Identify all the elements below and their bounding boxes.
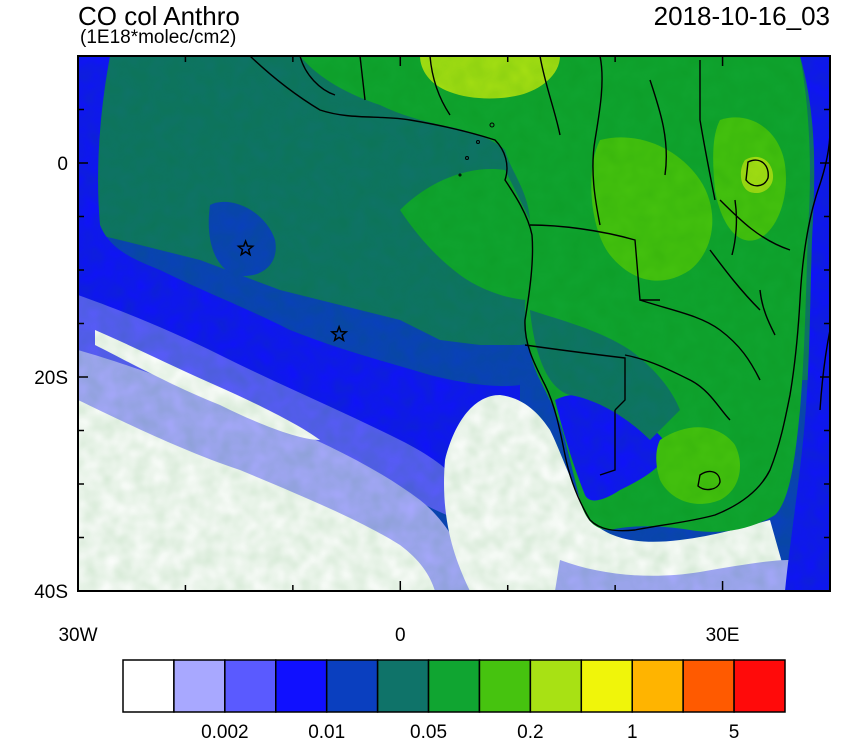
colorbar-box [224, 659, 277, 713]
colorbar-label: 0.2 [517, 722, 543, 743]
lake-2 [759, 289, 776, 336]
lon-tick-label: 30W [58, 625, 97, 646]
colorbar-box [682, 659, 735, 713]
border-4 [699, 60, 716, 201]
lat-tick-label: 40S [34, 582, 68, 603]
lon-tick-label: 0 [395, 625, 406, 646]
border-12 [299, 56, 336, 96]
colorbar-box [325, 659, 379, 713]
axis-ticks [77, 55, 831, 592]
colorbar-box [733, 659, 786, 713]
lake-1 [731, 199, 738, 256]
plot-title: CO col Anthro [78, 1, 240, 31]
border-3 [649, 79, 668, 176]
border-8 [624, 354, 731, 421]
axis-tick-labels: 0 20S 40S 30W 0 30E [34, 154, 739, 646]
border-11 [709, 249, 761, 311]
star-marker-icon [236, 239, 255, 257]
plot-date: 2018-10-16_03 [653, 1, 830, 31]
border-2 [592, 56, 603, 226]
border-1 [539, 56, 561, 136]
station-markers [236, 239, 349, 343]
colorbar-box [122, 659, 175, 713]
colorbar-box [478, 659, 532, 713]
island-1 [489, 122, 495, 128]
coastlines [249, 56, 830, 532]
map-field [78, 56, 830, 591]
colorbar: 0.002 0.01 0.05 0.2 1 5 [122, 659, 786, 743]
border-9 [639, 299, 761, 381]
colorbar-box [376, 659, 430, 713]
colorbar-label: 0.002 [201, 722, 249, 743]
field-texture [78, 56, 830, 591]
border-14 [429, 56, 451, 116]
colorbar-box [275, 659, 328, 713]
colorbar-box [427, 659, 481, 713]
colorbar-label: 1 [627, 722, 638, 743]
colorbar-box [529, 659, 583, 713]
africa-coastline [249, 56, 830, 532]
border-10 [719, 199, 791, 251]
border-7 [599, 410, 616, 476]
island-4 [458, 173, 462, 177]
colorbar-box [580, 659, 633, 713]
colorbar-box [631, 659, 684, 713]
colorbar-label: 0.01 [308, 722, 345, 743]
madagascar-coast [819, 329, 830, 411]
lake-victoria [745, 159, 769, 187]
border-6 [524, 344, 626, 411]
colorbar-box [173, 659, 226, 713]
island-2 [476, 140, 480, 144]
border-13 [359, 56, 366, 101]
star-marker-icon [329, 324, 349, 343]
lesotho-border [697, 470, 721, 491]
lat-tick-label: 0 [57, 154, 68, 175]
island-3 [465, 156, 469, 160]
colorbar-label: 5 [729, 722, 740, 743]
islands [458, 122, 495, 177]
lat-tick-label: 20S [34, 368, 68, 389]
plot-units: (1E18*molec/cm2) [80, 27, 237, 48]
colorbar-label: 0.05 [410, 722, 447, 743]
border-5 [529, 224, 660, 301]
lon-tick-label: 30E [706, 625, 740, 646]
